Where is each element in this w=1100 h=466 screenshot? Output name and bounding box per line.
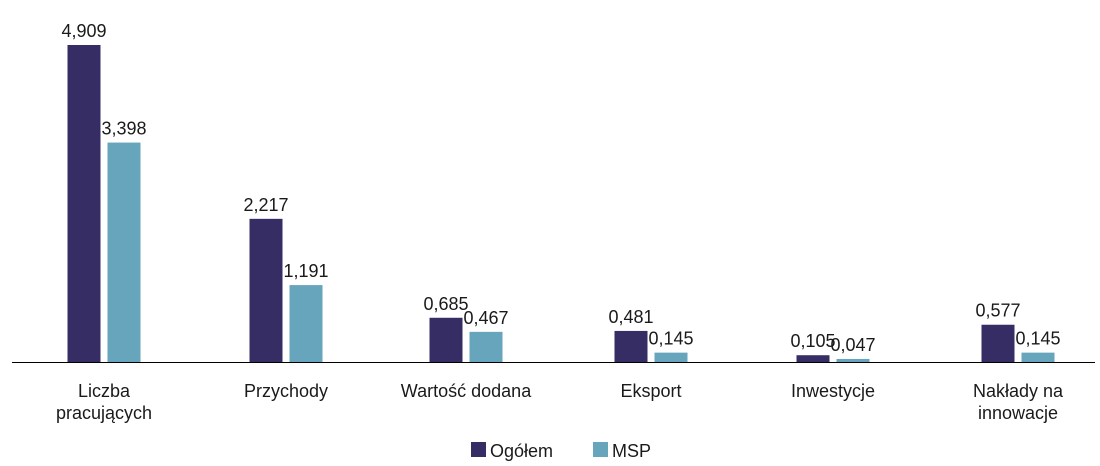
bar-ogolem-0 (67, 45, 101, 362)
data-label: 0,145 (648, 329, 693, 349)
data-label: 0,467 (463, 308, 508, 328)
data-label: 0,047 (830, 335, 875, 355)
legend-label-ogolem: Ogółem (490, 441, 553, 461)
x-tick-label: Eksport (620, 381, 681, 401)
data-label: 2,217 (243, 195, 288, 215)
bar-msp-0 (107, 142, 141, 362)
bar-msp-3 (654, 352, 688, 362)
bar-ogolem-3 (614, 330, 648, 362)
x-tick-label: Wartość dodana (401, 381, 532, 401)
bar-ogolem-5 (981, 324, 1015, 362)
legend-swatch-ogolem (471, 442, 486, 457)
data-label: 0,577 (975, 301, 1020, 321)
bar-ogolem-4 (796, 355, 830, 362)
bar-msp-5 (1021, 352, 1055, 362)
data-label: 0,105 (790, 331, 835, 351)
x-tick-label: innowacje (978, 403, 1058, 423)
bar-ogolem-1 (249, 218, 283, 362)
bar-ogolem-2 (429, 317, 463, 362)
legend-label-msp: MSP (612, 441, 651, 461)
data-label: 3,398 (101, 119, 146, 139)
data-label: 0,145 (1015, 329, 1060, 349)
data-label: 0,685 (423, 294, 468, 314)
x-tick-label: Przychody (244, 381, 328, 401)
x-tick-label: pracujących (56, 403, 152, 423)
x-tick-label: Inwestycje (791, 381, 875, 401)
bar-msp-2 (469, 331, 503, 362)
data-label: 1,191 (283, 261, 328, 281)
data-label: 0,481 (608, 307, 653, 327)
x-tick-label: Liczba (78, 381, 131, 401)
x-tick-label: Nakłady na (973, 381, 1064, 401)
legend-swatch-msp (593, 442, 608, 457)
data-label: 4,909 (61, 21, 106, 41)
bar-msp-1 (289, 285, 323, 362)
bar-msp-4 (836, 358, 870, 362)
